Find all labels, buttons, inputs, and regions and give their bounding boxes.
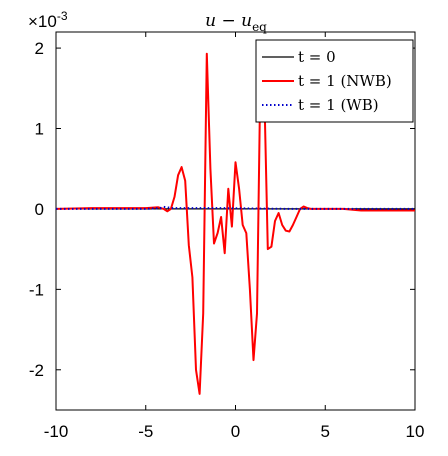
chart-title: u − ueq [205,11,267,34]
x-tick-label: 10 [406,422,425,441]
x-tick-label: -10 [44,422,69,441]
legend-label-0: t = 0 [298,48,336,66]
y-tick-label: -1 [29,280,44,299]
series-line-1 [56,52,415,395]
y-tick-label: 2 [35,39,44,58]
x-tick-label: 5 [321,422,330,441]
legend-label-1: t = 1 (NWB) [298,72,392,90]
plot-area [55,31,416,411]
y-tick-label: 0 [35,200,44,219]
y-exponent-label: ×10-3 [28,9,68,31]
series-line-2 [56,205,415,210]
x-tick-label: 0 [231,422,240,441]
x-tick-label: -5 [138,422,153,441]
legend-label-2: t = 1 (WB) [298,96,379,114]
y-tick-label: -2 [29,361,44,380]
y-tick-label: 1 [35,120,44,139]
legend: t = 0 t = 1 (NWB) t = 1 (WB) [255,39,414,123]
